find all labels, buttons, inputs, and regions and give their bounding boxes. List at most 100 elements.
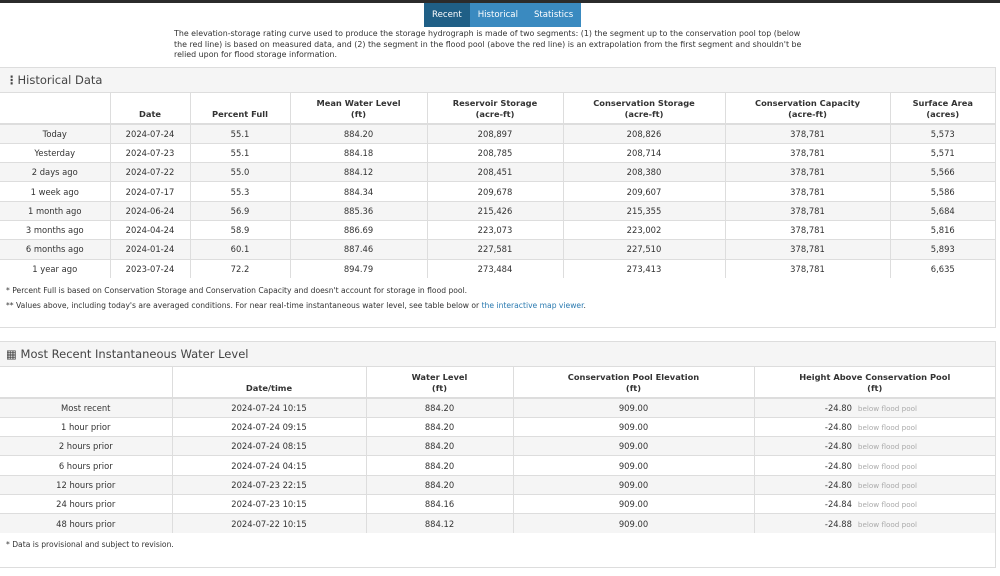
table-cell: 2024-07-24 09:15	[171, 416, 366, 437]
table-cell: 72.2	[189, 258, 290, 279]
table-cell: Yesterday	[0, 142, 110, 163]
table-cell: Today	[0, 123, 110, 144]
tab-recent[interactable]: Recent	[424, 3, 470, 27]
table-cell: 909.00	[512, 436, 754, 456]
footnote-period: .	[583, 301, 586, 311]
tab-historical[interactable]: Historical	[469, 3, 526, 27]
table-cell: -24.80 below flood pool	[753, 397, 995, 418]
table-cell: 5,816	[889, 219, 995, 240]
column-header-label: Conservation Capacity	[754, 98, 861, 108]
table-cell: 909.00	[512, 455, 754, 476]
column-header-unit: (ft)	[350, 109, 367, 119]
table-cell: 55.1	[189, 142, 290, 163]
table-cell: -24.80 below flood pool	[753, 436, 995, 456]
table-cell: 209,678	[426, 181, 563, 202]
flood-status: below flood pool	[857, 500, 917, 510]
height-value: -24.80	[824, 421, 852, 432]
tab-statistics[interactable]: Statistics	[525, 3, 582, 27]
table-cell: 2024-01-24	[109, 239, 190, 260]
table-cell: 48 hours prior	[0, 513, 172, 534]
flood-status: below flood pool	[857, 461, 917, 471]
table-cell: 2024-06-24	[109, 200, 190, 221]
column-header-label: Percent Full	[212, 109, 268, 119]
table-cell: 909.00	[512, 474, 754, 495]
table-cell: 378,781	[724, 142, 890, 163]
table-cell: 884.20	[365, 474, 513, 495]
column-header: Water Level (ft)	[365, 367, 513, 399]
table-cell: 227,510	[562, 239, 725, 260]
table-cell: 2 hours prior	[0, 436, 172, 456]
table-cell: 5,566	[889, 162, 995, 182]
table-cell: 2023-07-24	[109, 258, 190, 279]
table-cell: 223,002	[562, 219, 725, 240]
table-cell: 2024-07-24 04:15	[171, 455, 366, 476]
interactive-map-link[interactable]: the interactive map viewer	[481, 301, 584, 311]
table-cell: 378,781	[724, 162, 890, 182]
rating-curve-note: The elevation-storage rating curve used …	[174, 29, 802, 59]
column-header-unit: (ft)	[867, 383, 883, 393]
column-header-label: Reservoir Storage	[452, 98, 538, 108]
flood-status: below flood pool	[857, 422, 917, 432]
table-cell: 909.00	[512, 397, 754, 418]
historical-panel-title: Historical Data	[17, 73, 103, 87]
column-header	[0, 93, 110, 125]
table-cell: 55.1	[189, 123, 290, 144]
table-cell: 208,714	[562, 142, 725, 163]
table-cell: 885.36	[289, 200, 427, 221]
historical-data-panel: ⋮Historical Data Date Percent Full Mean Wa…	[0, 67, 996, 328]
column-header: Surface Area (acres)	[889, 93, 995, 125]
table-row: 6 months ago 2024-01-24 60.1 887.46 227,581 2…	[0, 239, 995, 260]
table-cell: -24.80 below flood pool	[753, 474, 995, 495]
instant-panel-title: Most Recent Instantaneous Water Level	[20, 347, 249, 361]
header-row: Date/time Water Level (ft) Conservation Poo…	[0, 367, 995, 399]
table-icon: ▦	[6, 347, 21, 361]
table-cell: 6 hours prior	[0, 455, 172, 476]
table-cell: 55.0	[189, 162, 290, 182]
table-cell: 884.12	[365, 513, 513, 534]
table-cell: -24.88 below flood pool	[753, 513, 995, 534]
table-cell: 2024-07-23	[109, 142, 190, 163]
height-value: -24.80	[824, 402, 852, 413]
table-cell: 209,607	[562, 181, 725, 202]
column-header-label: Water Level	[411, 372, 468, 382]
table-cell: 884.18	[289, 142, 427, 163]
height-value: -24.80	[824, 479, 852, 490]
instantaneous-panel: ▦ Most Recent Instantaneous Water Level …	[0, 341, 996, 568]
column-header-unit: (acre-ft)	[475, 109, 515, 119]
table-cell: 208,451	[426, 162, 563, 182]
table-cell: 56.9	[189, 200, 290, 221]
table-cell: 2024-07-24 10:15	[171, 397, 366, 418]
column-header-unit: (ft)	[625, 383, 642, 393]
table-cell: 2024-07-23 10:15	[171, 493, 366, 514]
column-header: Date	[109, 93, 190, 125]
table-cell: 378,781	[724, 181, 890, 202]
table-cell: -24.80 below flood pool	[753, 416, 995, 437]
column-header-label: Date	[138, 109, 162, 119]
table-row: 1 week ago 2024-07-17 55.3 884.34 209,678 209…	[0, 181, 995, 202]
table-cell: -24.80 below flood pool	[753, 455, 995, 476]
table-cell: 12 hours prior	[0, 474, 172, 495]
table-cell: 60.1	[189, 239, 290, 260]
table-cell: 884.16	[365, 493, 513, 514]
table-cell: 2024-07-24	[109, 123, 190, 144]
table-cell: 884.20	[365, 397, 513, 418]
table-cell: 886.69	[289, 219, 427, 240]
flood-status: below flood pool	[857, 442, 917, 452]
table-cell: 227,581	[426, 239, 563, 260]
table-cell: 6 months ago	[0, 239, 110, 260]
table-row: 1 hour prior 2024-07-24 09:15 884.20 909.00…	[0, 416, 995, 437]
table-cell: 884.20	[365, 455, 513, 476]
table-cell: 884.20	[289, 123, 427, 144]
table-cell: 894.79	[289, 258, 427, 279]
column-header-label: Surface Area	[912, 98, 973, 108]
table-cell: 378,781	[724, 200, 890, 221]
table-cell: 887.46	[289, 239, 427, 260]
column-header: Conservation Pool Elevation (ft)	[512, 367, 754, 399]
table-cell: 1 week ago	[0, 181, 110, 202]
column-header-unit: (acres)	[926, 109, 960, 119]
column-header: Percent Full	[189, 93, 290, 125]
table-cell: 208,897	[426, 123, 563, 144]
height-value: -24.88	[824, 518, 852, 529]
column-header: Height Above Conservation Pool (ft)	[753, 367, 995, 399]
table-cell: 208,826	[562, 123, 725, 144]
